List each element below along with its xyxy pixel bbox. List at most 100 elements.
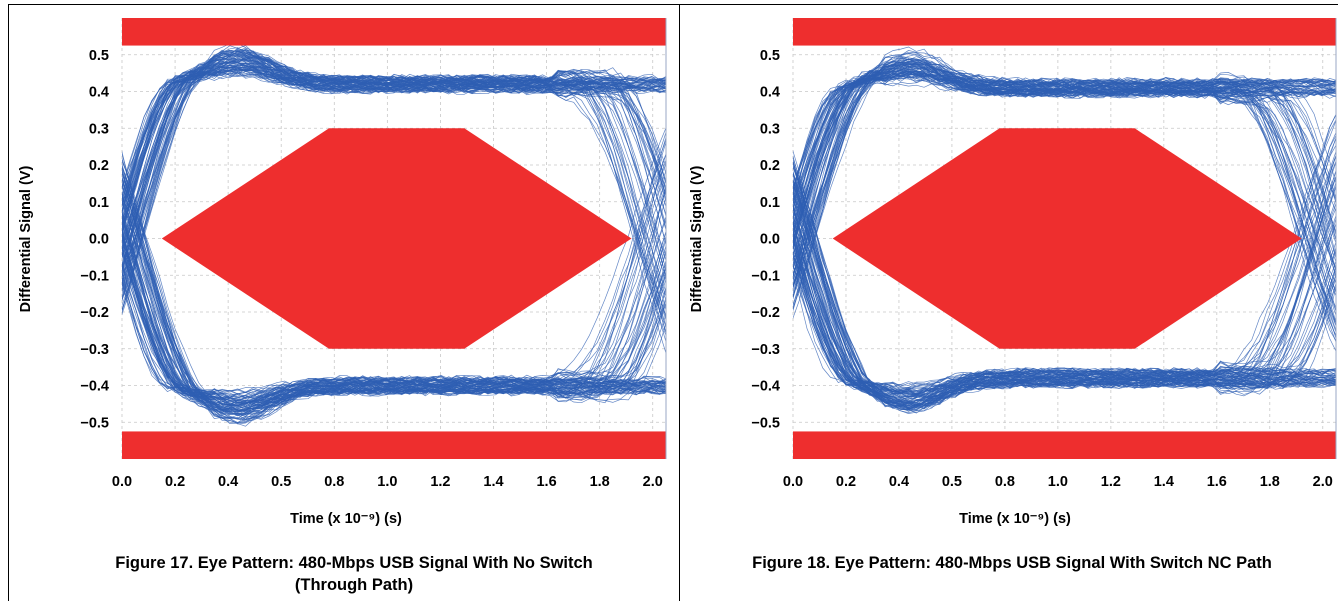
eye-trace — [122, 227, 666, 416]
x-tick-label: 0.4 — [889, 474, 909, 490]
eye-trace — [793, 245, 1336, 400]
eye-trace — [793, 154, 1336, 388]
y-axis-title: Differential Signal (V) — [18, 165, 34, 313]
x-tick-label: 2.0 — [643, 474, 663, 490]
eye-trace — [793, 58, 1336, 277]
y-tick-labels: 0.5 0.4 0.3 0.2 0.1 0.0 −0.1 −0.2 −0.3 −0.4 −0.5 — [751, 48, 780, 432]
x-axis-title: Time (x 10⁻⁹) (s) — [959, 511, 1071, 527]
eye-trace — [793, 171, 1336, 404]
eye-trace — [122, 195, 666, 404]
figure-18-panel: 0.0 0.2 0.4 0.5 0.8 1.0 1.2 1.4 1.6 1.8 2.0 0.5 0.4 0… — [680, 4, 1338, 601]
eye-trace — [122, 68, 666, 329]
y-tick-label: 0.3 — [760, 121, 780, 137]
frame-top-rule — [8, 4, 1338, 5]
mask-hexagon — [832, 128, 1302, 349]
y-tick-label: −0.4 — [80, 379, 109, 395]
y-tick-label: −0.1 — [751, 268, 780, 284]
figure-caption: Figure 18. Eye Pattern: 480-Mbps USB Sig… — [752, 554, 1272, 572]
eye-trace — [122, 67, 666, 225]
eye-trace — [122, 247, 666, 421]
x-tick-label: 1.0 — [377, 474, 397, 490]
eye-diagram-figure-18: 0.0 0.2 0.4 0.5 0.8 1.0 1.2 1.4 1.6 1.8 2.00.50.40… — [751, 18, 1337, 490]
y-tick-label: −0.4 — [751, 379, 780, 395]
mask-top-band — [122, 18, 666, 46]
y-tick-label: −0.5 — [80, 415, 109, 431]
x-tick-label: 0.2 — [165, 474, 185, 490]
eye-trace — [793, 71, 1336, 298]
y-tick-label: 0.5 — [760, 48, 780, 64]
eye-trace — [793, 61, 1336, 290]
eye-trace — [793, 79, 1336, 227]
eye-trace — [793, 65, 1336, 327]
y-tick-label: 0.4 — [760, 85, 780, 101]
eye-trace — [122, 75, 666, 206]
eye-trace — [793, 182, 1336, 395]
eye-trace — [793, 60, 1336, 313]
eye-trace — [793, 72, 1336, 247]
eye-trace — [122, 43, 666, 198]
eye-trace — [122, 50, 666, 301]
y-tick-label: 0.2 — [760, 158, 780, 174]
x-tick-label: 1.8 — [590, 474, 610, 490]
y-tick-label: 0.0 — [760, 232, 780, 248]
x-tick-labels: 0.0 0.2 0.4 0.5 0.8 1.0 1.2 1.4 1.6 1.8 2.0 — [112, 474, 663, 490]
x-tick-label: 0.2 — [836, 474, 856, 490]
eye-trace — [793, 201, 1336, 408]
x-tick-label: 0.5 — [942, 474, 962, 490]
eye-trace — [793, 51, 1336, 242]
x-tick-label: 1.2 — [430, 474, 450, 490]
eye-trace — [793, 171, 1336, 413]
mask-hexagon — [161, 128, 632, 349]
y-tick-label: −0.1 — [80, 268, 109, 284]
eye-trace — [793, 207, 1336, 395]
x-tick-label: 1.6 — [536, 474, 556, 490]
eye-trace — [122, 126, 666, 398]
eye-trace — [122, 177, 666, 405]
y-tick-label: −0.2 — [80, 305, 109, 321]
eye-trace — [793, 263, 1336, 409]
eye-trace — [122, 153, 666, 395]
x-tick-label: 0.4 — [218, 474, 238, 490]
y-tick-label: 0.5 — [89, 48, 109, 64]
eye-trace — [793, 75, 1336, 284]
x-tick-label: 0.0 — [783, 474, 803, 490]
y-tick-label: 0.3 — [89, 121, 109, 137]
y-tick-label: 0.2 — [89, 158, 109, 174]
eye-trace — [793, 68, 1336, 199]
x-tick-label: 1.8 — [1260, 474, 1280, 490]
eye-trace — [122, 67, 666, 319]
eye-trace — [122, 51, 666, 311]
eye-traces — [793, 46, 1336, 414]
eye-trace — [793, 196, 1336, 403]
eye-trace — [793, 256, 1336, 410]
y-tick-label: 0.1 — [760, 195, 780, 211]
x-tick-label: 0.5 — [271, 474, 291, 490]
y-tick-label: 0.0 — [89, 232, 109, 248]
y-tick-label: −0.5 — [751, 415, 780, 431]
x-tick-label: 1.2 — [1101, 474, 1121, 490]
eye-trace — [122, 68, 666, 318]
eye-trace — [122, 215, 666, 411]
eye-trace — [122, 243, 666, 393]
mask-top-band — [793, 18, 1336, 46]
mask-bottom-band — [793, 431, 1336, 459]
eye-trace — [793, 173, 1336, 398]
eye-trace — [793, 150, 1336, 406]
eye-trace — [122, 61, 666, 311]
x-tick-label: 1.4 — [483, 474, 503, 490]
x-tick-label: 0.0 — [112, 474, 132, 490]
eye-trace — [793, 175, 1336, 412]
eye-trace — [793, 250, 1336, 393]
x-axis-title: Time (x 10⁻⁹) (s) — [290, 511, 402, 527]
x-tick-label: 1.4 — [1154, 474, 1174, 490]
eye-trace — [122, 56, 666, 355]
eye-traces — [122, 43, 666, 427]
eye-trace — [122, 187, 666, 413]
eye-diagram-figure-17: 0.0 0.2 0.4 0.5 0.8 1.0 1.2 1.4 1.6 1.8 2.00.50.40… — [80, 18, 667, 490]
x-tick-label: 0.8 — [995, 474, 1015, 490]
x-tick-label: 2.0 — [1313, 474, 1333, 490]
eye-trace — [122, 231, 666, 404]
figure-17-panel: 0.0 0.2 0.4 0.5 0.8 1.0 1.2 1.4 1.6 1.8 2.0 0.5 0.4 0… — [9, 4, 679, 601]
eye-trace — [793, 61, 1336, 277]
